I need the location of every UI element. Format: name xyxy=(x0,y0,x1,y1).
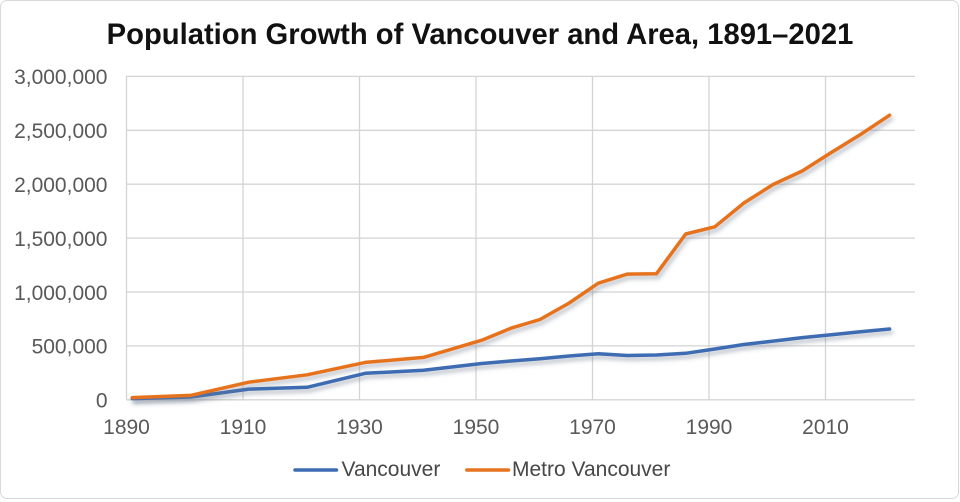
svg-text:1,500,000: 1,500,000 xyxy=(14,228,107,251)
svg-text:1910: 1910 xyxy=(220,416,267,439)
svg-text:1950: 1950 xyxy=(453,416,500,439)
svg-text:1990: 1990 xyxy=(686,416,733,439)
svg-text:3,000,000: 3,000,000 xyxy=(14,66,107,89)
svg-text:2,500,000: 2,500,000 xyxy=(14,120,107,143)
svg-text:Vancouver: Vancouver xyxy=(342,458,441,481)
svg-text:2,000,000: 2,000,000 xyxy=(14,174,107,197)
svg-text:2010: 2010 xyxy=(802,416,849,439)
svg-text:Metro Vancouver: Metro Vancouver xyxy=(512,458,670,481)
svg-text:1970: 1970 xyxy=(569,416,616,439)
svg-text:Population Growth of Vancouver: Population Growth of Vancouver and Area,… xyxy=(107,19,854,51)
svg-text:500,000: 500,000 xyxy=(32,336,108,359)
svg-text:1890: 1890 xyxy=(103,416,150,439)
svg-text:1930: 1930 xyxy=(336,416,383,439)
svg-text:1,000,000: 1,000,000 xyxy=(14,282,107,305)
svg-text:0: 0 xyxy=(96,390,108,413)
